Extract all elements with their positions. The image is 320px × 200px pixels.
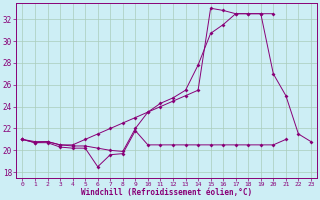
X-axis label: Windchill (Refroidissement éolien,°C): Windchill (Refroidissement éolien,°C) xyxy=(81,188,252,197)
